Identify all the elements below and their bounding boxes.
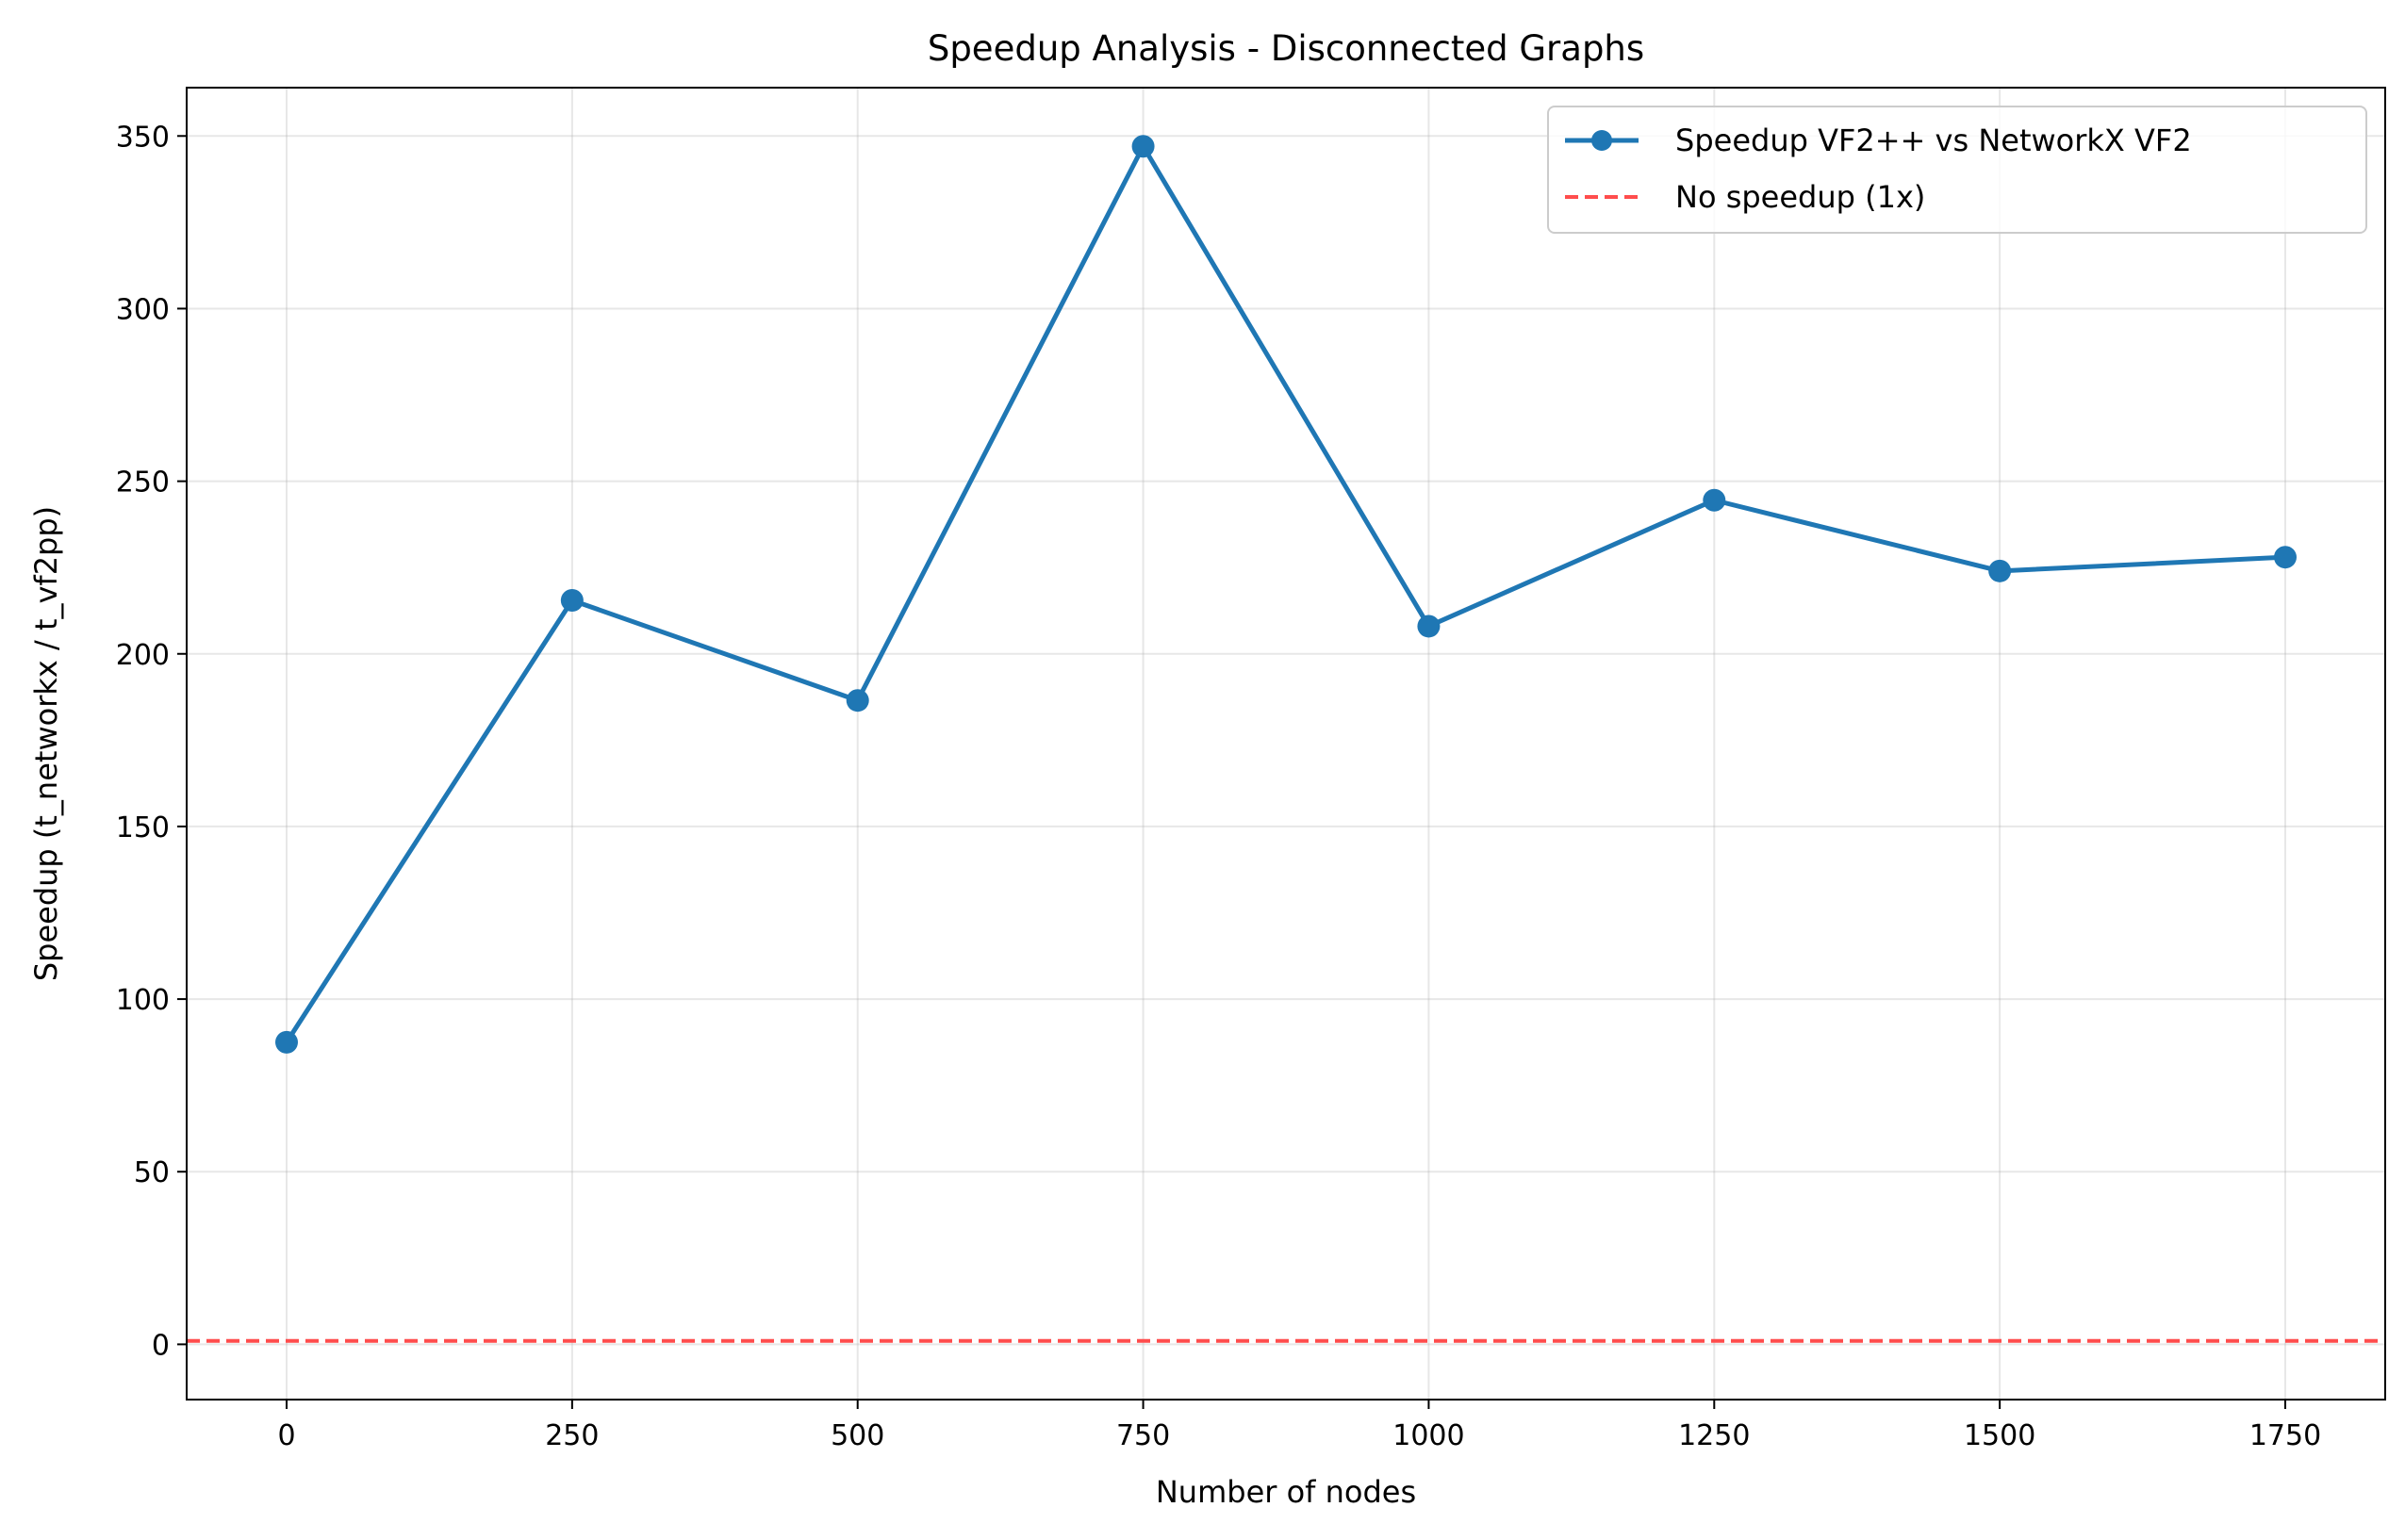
x-axis-label: Number of nodes [1156, 1474, 1416, 1510]
y-tick-label-6: 300 [116, 293, 170, 326]
data-point-0-6 [1988, 559, 2012, 582]
chart-legend: Speedup VF2++ vs NetworkX VF2 No speedup… [1547, 106, 2367, 234]
x-tick-label-3: 750 [1116, 1419, 1170, 1452]
axis-ticks: 0 250 500 750 1000 1250 1500 1750 0 50 100 150 200 25… [116, 121, 2321, 1452]
y-axis-label: Speedup (t_networkx / t_vf2pp) [28, 506, 64, 981]
x-tick-label-6: 1500 [1964, 1419, 2035, 1452]
x-tick-label-1: 250 [545, 1419, 599, 1452]
data-point-0-4 [1417, 614, 1441, 638]
x-tick-label-2: 500 [831, 1419, 884, 1452]
y-tick-label-1: 50 [134, 1156, 170, 1189]
data-point-0-2 [846, 689, 869, 713]
data-point-0-5 [1703, 488, 1726, 512]
y-tick-label-7: 350 [116, 121, 170, 154]
y-tick-label-2: 100 [116, 984, 170, 1017]
data-point-0-1 [560, 588, 584, 612]
chart-title: Speedup Analysis - Disconnected Graphs [928, 28, 1644, 69]
x-tick-label-0: 0 [277, 1419, 295, 1452]
x-tick-label-4: 1000 [1392, 1419, 1464, 1452]
legend-label-no-speedup: No speedup (1x) [1675, 179, 1925, 215]
y-tick-label-5: 250 [116, 467, 170, 500]
data-point-0-0 [275, 1030, 298, 1054]
legend-marker-speedup [1591, 130, 1612, 151]
data-point-0-7 [2274, 546, 2297, 569]
x-tick-label-7: 1750 [2249, 1419, 2321, 1452]
series-line-0 [284, 143, 2286, 1044]
y-tick-label-0: 0 [152, 1329, 170, 1362]
legend-label-speedup: Speedup VF2++ vs NetworkX VF2 [1675, 123, 2192, 158]
plot-frame [186, 87, 2386, 1401]
data-point-0-3 [1131, 135, 1155, 158]
y-tick-label-3: 150 [116, 811, 170, 844]
x-tick-label-5: 1250 [1678, 1419, 1750, 1452]
legend-box [1547, 106, 2367, 234]
data-series [275, 135, 2297, 1054]
grid-lines [187, 88, 2385, 1400]
y-tick-label-4: 200 [116, 639, 170, 672]
